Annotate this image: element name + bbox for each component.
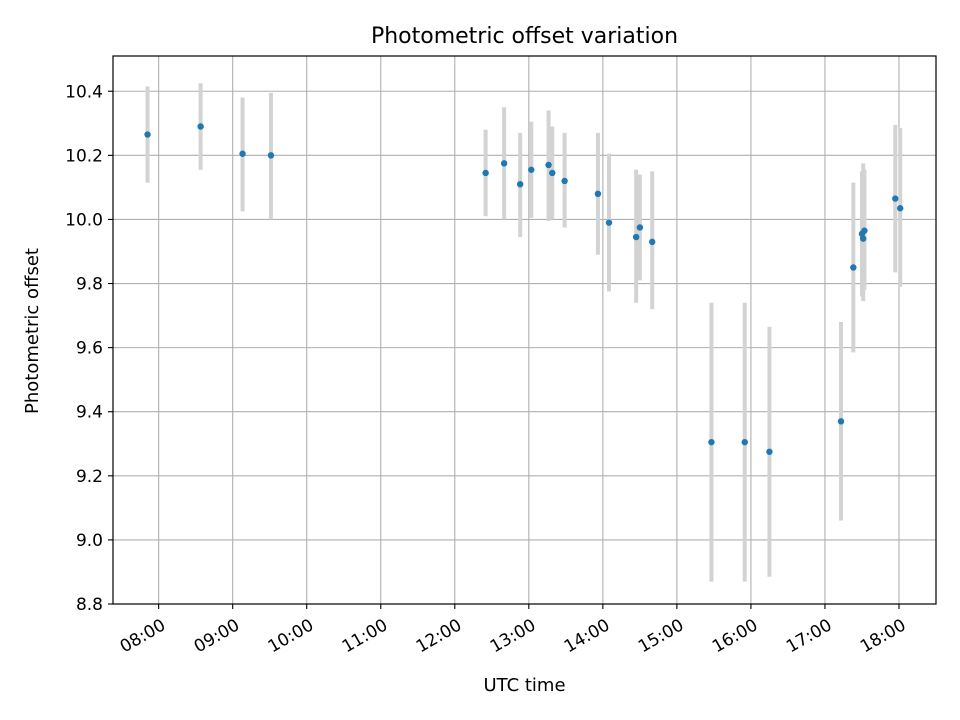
x-tick-label: 18:00 [857,615,909,657]
data-point [516,180,524,188]
x-tick-label: 16:00 [709,615,761,657]
data-point [708,438,715,446]
y-tick-label: 10.2 [65,146,103,166]
data-point [549,169,556,177]
y-tick-label: 10.4 [65,82,103,102]
x-tick-label: 17:00 [783,615,835,657]
x-tick-label: 11:00 [339,615,391,657]
data-point [636,224,644,231]
y-tick-label: 10.0 [65,210,103,230]
x-tick-label: 12:00 [413,615,465,657]
data-point [892,195,899,202]
data-point [897,205,904,212]
data-point [528,166,535,173]
data-point [482,169,489,177]
y-axis-ticks: 8.8 9.0 9.2 9.4 9.6 9.8 10.0 10.2 10.4 [65,82,113,615]
y-tick-label: 9.4 [76,403,103,423]
data-point [861,227,868,234]
data-point [197,123,204,130]
data-point [594,190,602,198]
grid [113,56,936,605]
chart-title: Photometric offset variation [371,24,678,49]
y-tick-label: 9.8 [76,275,103,295]
x-axis-label: UTC time [483,675,565,696]
data-point [860,235,867,242]
data-point [239,150,246,157]
data-point [144,131,151,138]
data-point [267,152,275,159]
y-tick-label: 8.8 [76,595,103,615]
x-axis-ticks: 08:00 09:00 10:00 11:00 12:00 13:00 14:00 15:00… [117,604,909,657]
data-point [766,448,773,455]
data-point [850,264,857,271]
data-point [632,233,640,241]
x-tick-label: 14:00 [561,615,613,657]
data-points [144,123,904,455]
plot-frame [112,55,937,605]
data-point [837,418,845,425]
x-tick-label: 13:00 [487,615,539,657]
data-point [561,177,568,185]
x-tick-label: 10:00 [265,615,317,657]
data-point [649,238,656,246]
x-tick-label: 08:00 [117,615,169,657]
data-point [605,219,613,226]
data-point [741,438,748,446]
y-tick-label: 9.6 [76,339,103,359]
x-tick-label: 09:00 [191,615,243,657]
data-point [500,160,508,167]
y-tick-label: 9.0 [76,531,103,551]
data-point [545,161,552,169]
x-tick-label: 15:00 [635,615,687,657]
y-tick-label: 9.2 [76,467,103,487]
y-axis-label: Photometric offset [22,248,43,414]
error-bars [145,83,903,582]
